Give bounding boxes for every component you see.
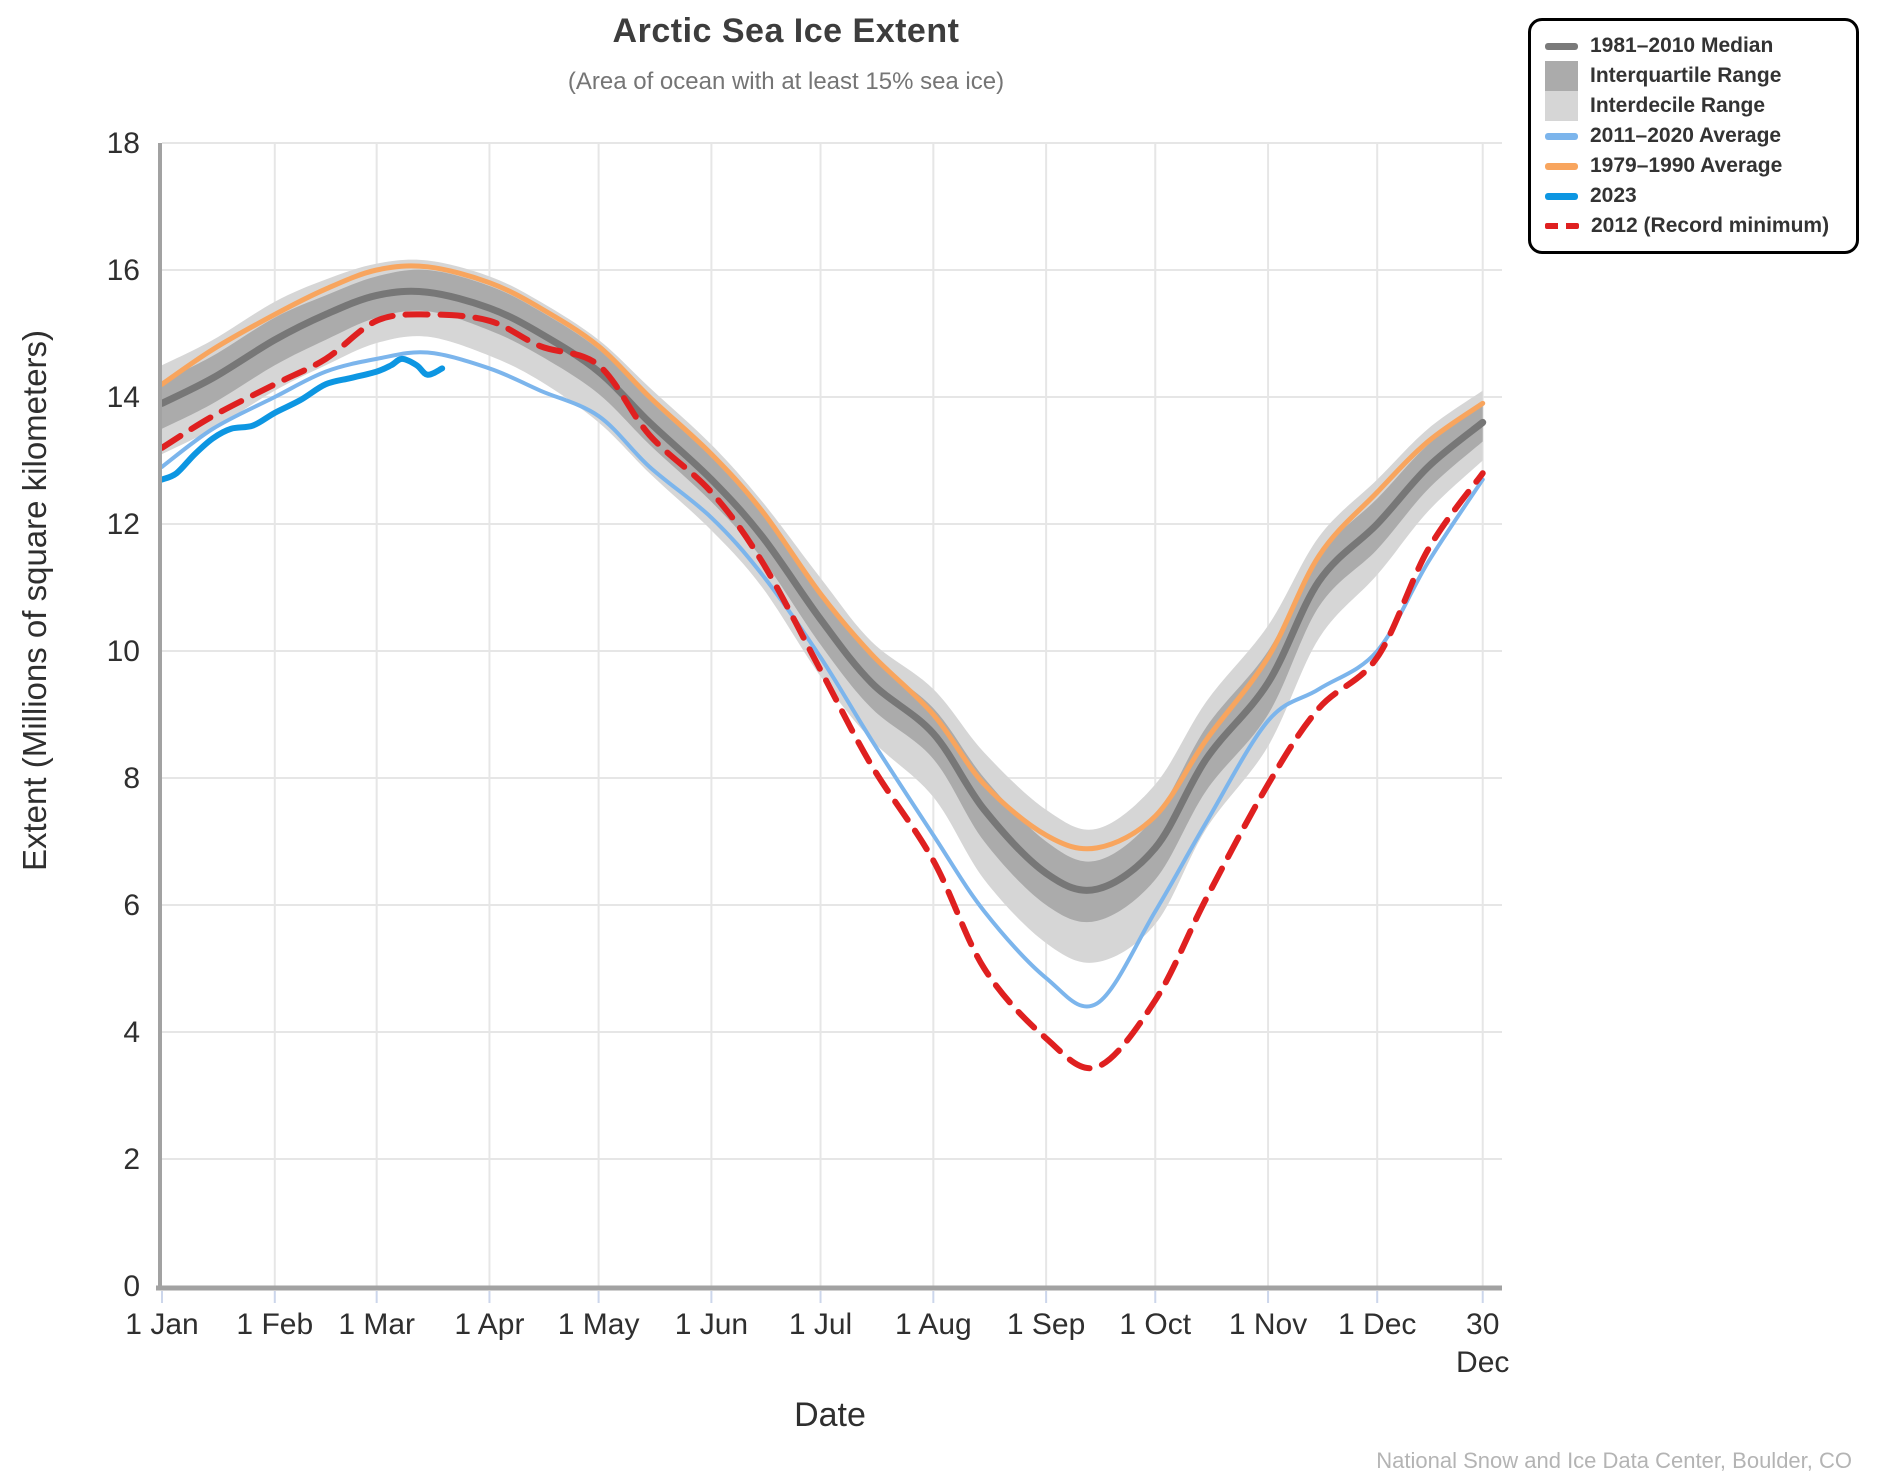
x-tick-label: 1 Sep bbox=[1007, 1308, 1085, 1341]
legend-label: Interquartile Range bbox=[1590, 64, 1782, 87]
series-1979-1990-average bbox=[159, 263, 1486, 852]
y-tick-label: 6 bbox=[123, 889, 140, 922]
legend-swatch-icon bbox=[1545, 223, 1579, 229]
legend-swatch-icon bbox=[1545, 132, 1578, 140]
series-2023 bbox=[159, 355, 446, 483]
x-tick-label: 1 Mar bbox=[338, 1308, 415, 1341]
legend-label: Interdecile Range bbox=[1590, 94, 1766, 117]
y-tick-label: 0 bbox=[123, 1270, 140, 1303]
legend-item-6[interactable]: 2023 bbox=[1545, 181, 1856, 211]
x-tick-label: 1 Feb bbox=[236, 1308, 313, 1341]
y-tick-label: 10 bbox=[107, 635, 140, 668]
y-tick-label: 2 bbox=[123, 1143, 140, 1176]
x-tick-label: 30 bbox=[1466, 1308, 1499, 1341]
x-tick-label: 1 Apr bbox=[454, 1308, 524, 1341]
chart-title: Arctic Sea Ice Extent bbox=[612, 12, 960, 50]
series-2012-record-minimum- bbox=[159, 311, 1486, 1072]
legend-label: 2023 bbox=[1590, 184, 1637, 207]
series-1981-2010-median bbox=[158, 287, 1487, 894]
x-tick-label: 1 Jul bbox=[789, 1308, 852, 1341]
legend-item-1[interactable]: 1981–2010 Median bbox=[1545, 31, 1856, 61]
legend-label: 2012 (Record minimum) bbox=[1591, 214, 1830, 237]
x-tick-label: 1 Dec bbox=[1338, 1308, 1416, 1341]
y-tick-label: 4 bbox=[123, 1016, 140, 1049]
legend-swatch-icon bbox=[1545, 91, 1578, 121]
legend-swatch-icon bbox=[1545, 42, 1578, 50]
x-tick-label: 1 Oct bbox=[1119, 1308, 1191, 1341]
legend-item-2[interactable]: Interquartile Range bbox=[1545, 61, 1856, 91]
legend-item-7[interactable]: 2012 (Record minimum) bbox=[1545, 211, 1856, 241]
y-tick-label: 14 bbox=[107, 381, 140, 414]
x-tick-label: 1 Aug bbox=[895, 1308, 972, 1341]
x-tick-label: 1 Jan bbox=[125, 1308, 198, 1341]
x-tick-label-line2: Dec bbox=[1456, 1346, 1509, 1379]
y-tick-label: 18 bbox=[107, 127, 140, 160]
x-axis-title: Date bbox=[794, 1396, 866, 1434]
x-tick-label: 1 Nov bbox=[1229, 1308, 1307, 1341]
credits: National Snow and Ice Data Center, Bould… bbox=[1376, 1448, 1852, 1473]
y-tick-label: 16 bbox=[107, 254, 140, 287]
series-2011-2020-average bbox=[160, 350, 1485, 1009]
legend-item-5[interactable]: 1979–1990 Average bbox=[1545, 151, 1856, 181]
legend-label: 2011–2020 Average bbox=[1590, 124, 1782, 147]
y-tick-label: 12 bbox=[107, 508, 140, 541]
x-tick-label: 1 Jun bbox=[675, 1308, 748, 1341]
y-tick-label: 8 bbox=[123, 762, 140, 795]
legend-label: 1981–2010 Median bbox=[1590, 34, 1774, 57]
band-interquartile-range bbox=[162, 269, 1483, 923]
x-tick-label: 1 May bbox=[558, 1308, 640, 1341]
legend-swatch-icon bbox=[1545, 162, 1578, 170]
legend-item-3[interactable]: Interdecile Range bbox=[1545, 91, 1856, 121]
legend-swatch-icon bbox=[1545, 192, 1578, 200]
legend: 1981–2010 Median Interquartile Range Inter… bbox=[1528, 18, 1859, 254]
y-axis-title: Extent (Millions of square kilometers) bbox=[16, 329, 53, 871]
legend-item-4[interactable]: 2011–2020 Average bbox=[1545, 121, 1856, 151]
legend-swatch-icon bbox=[1545, 61, 1578, 91]
chart-subtitle: (Area of ocean with at least 15% sea ice… bbox=[567, 68, 1005, 95]
legend-label: 1979–1990 Average bbox=[1590, 154, 1783, 177]
